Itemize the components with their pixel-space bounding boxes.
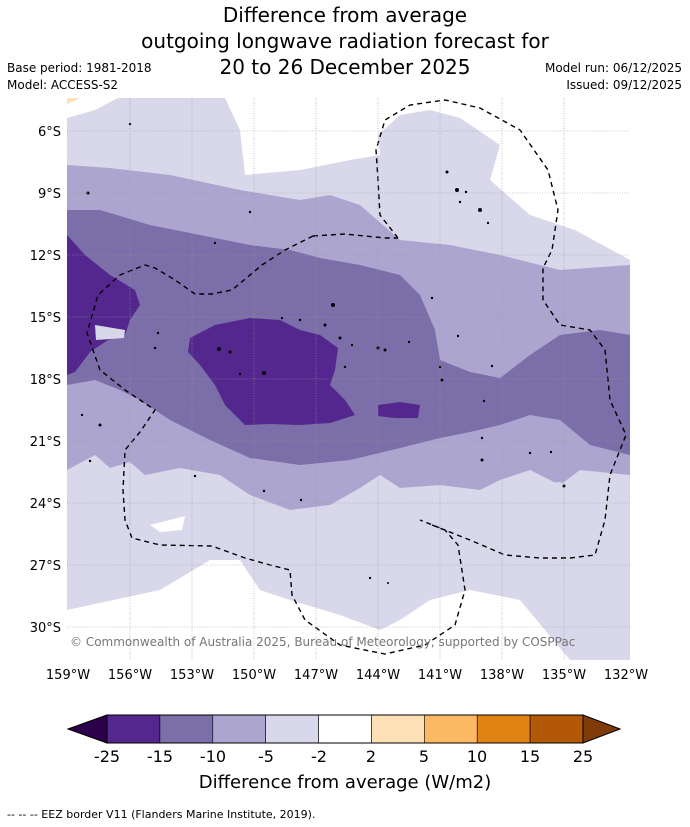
lat-label: 9°S — [38, 187, 61, 202]
issued-date: Issued: 09/12/2025 — [566, 78, 682, 92]
band-minus-10-to-minus-15 — [67, 210, 630, 465]
colorbar-swatch — [106, 714, 161, 744]
meta-right: Model run: 06/12/2025 Issued: 09/12/2025 — [545, 61, 682, 95]
lon-label: 138°W — [480, 668, 524, 683]
colorbar-tick: 25 — [573, 747, 593, 766]
lat-label: 18°S — [30, 373, 61, 388]
title-line-1: Difference from average — [222, 3, 468, 27]
title-line-3: 20 to 26 December 2025 — [219, 55, 471, 79]
band-minus-15-to-minus-25-central — [188, 318, 355, 425]
colorbar-tick: 15 — [520, 747, 540, 766]
eez-border-line-islands — [375, 99, 559, 269]
band-patch-orange-corner — [67, 98, 80, 104]
colorbar-swatch — [265, 714, 319, 744]
colorbar-tick: -5 — [258, 747, 274, 766]
map-field: © Commonwealth of Australia 2025, Bureau… — [67, 98, 630, 660]
colorbar-swatch — [371, 714, 425, 744]
forecast-map: © Commonwealth of Australia 2025, Bureau… — [30, 98, 648, 793]
lon-label: 156°W — [108, 668, 152, 683]
eez-border-french-polynesia — [86, 233, 627, 655]
colorbar-swatch — [159, 714, 214, 744]
model-run: Model run: 06/12/2025 — [544, 61, 682, 75]
lat-label: 24°S — [30, 497, 61, 512]
band-minus-15-to-minus-25-west — [67, 235, 140, 375]
model-name: Model: ACCESS-S2 — [7, 78, 119, 92]
colorbar-tick: -2 — [311, 747, 327, 766]
islands — [80, 122, 566, 584]
lat-label: 30°S — [30, 621, 61, 636]
lon-label: 150°W — [232, 668, 276, 683]
colorbar-tick: 10 — [467, 747, 487, 766]
lat-label: 21°S — [30, 435, 61, 450]
colorbar-under-arrow — [66, 714, 108, 744]
band-patch-light-1 — [95, 325, 125, 340]
lon-label: 147°W — [294, 668, 338, 683]
base-period: Base period: 1981-2018 — [7, 61, 152, 75]
lat-label: 6°S — [38, 125, 61, 140]
band-minus-15-to-minus-25-east — [378, 402, 420, 418]
lat-label: 27°S — [30, 559, 61, 574]
lat-label: 12°S — [30, 249, 61, 264]
colorbar: -25 -15 -10 -5 -2 2 5 10 15 25 Differenc… — [66, 714, 622, 793]
lon-label: 153°W — [170, 668, 214, 683]
colorbar-swatch — [529, 714, 584, 744]
lon-label: 141°W — [418, 668, 462, 683]
colorbar-swatch — [318, 714, 372, 744]
eez-legend: -- -- -- EEZ border V11 (Flanders Marine… — [7, 808, 316, 821]
colorbar-tick: -25 — [94, 747, 120, 766]
colorbar-tick: 2 — [366, 747, 376, 766]
colorbar-frame — [106, 714, 584, 744]
map-title: Difference from average outgoing longwav… — [0, 2, 690, 80]
colorbar-tick: 5 — [419, 747, 429, 766]
title-line-2: outgoing longwave radiation forecast for — [141, 29, 549, 53]
band-patch-light-2 — [520, 482, 580, 515]
colorbar-label: Difference from average (W/m2) — [199, 772, 491, 793]
lon-label: 144°W — [356, 668, 400, 683]
longitude-labels: 159°W 156°W 153°W 150°W 147°W 144°W 141°… — [46, 668, 648, 683]
colorbar-tick: -10 — [200, 747, 226, 766]
lon-label: 132°W — [604, 668, 648, 683]
lat-label: 15°S — [30, 311, 61, 326]
band-patch-white-1 — [150, 516, 185, 532]
eez-borders — [86, 99, 627, 655]
latitude-labels: 6°S 9°S 12°S 15°S 18°S 21°S 24°S 27°S 30… — [30, 125, 61, 636]
colorbar-swatch — [212, 714, 266, 744]
colorbar-swatch — [424, 714, 478, 744]
copyright-notice: © Commonwealth of Australia 2025, Bureau… — [70, 635, 575, 649]
meta-left: Base period: 1981-2018 Model: ACCESS-S2 — [7, 61, 152, 95]
lon-label: 135°W — [542, 668, 586, 683]
colorbar-over-arrow — [582, 714, 622, 744]
map-gridlines — [67, 98, 630, 660]
lon-label: 159°W — [46, 668, 90, 683]
colorbar-tick: -15 — [147, 747, 173, 766]
colorbar-swatch — [476, 714, 531, 744]
